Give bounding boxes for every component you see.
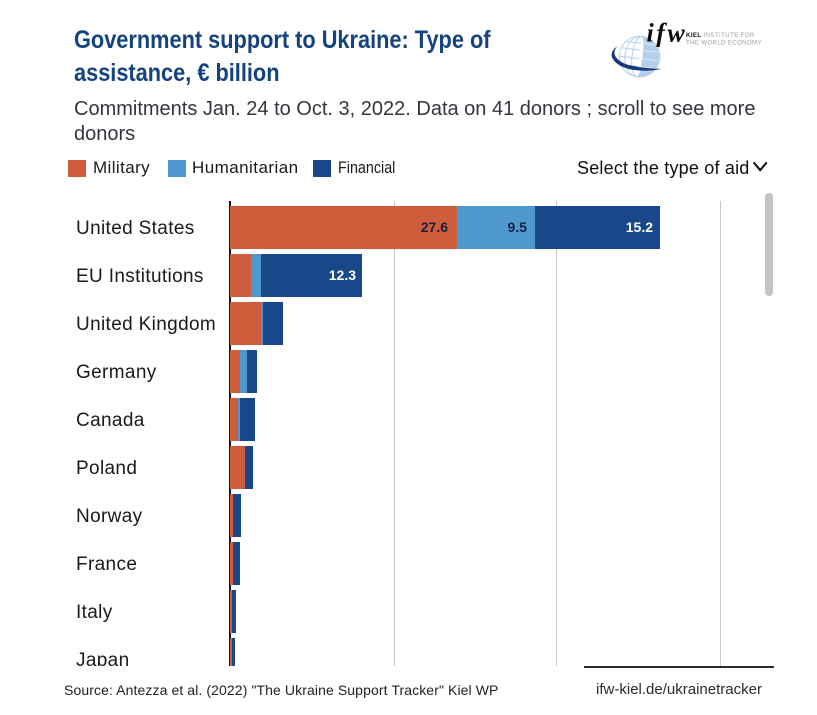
svg-text:KIEL INSTITUTE FOR: KIEL INSTITUTE FOR [686, 32, 755, 39]
svg-text:ifw: ifw [647, 18, 688, 47]
svg-text:THE WORLD ECONOMY: THE WORLD ECONOMY [686, 40, 762, 47]
